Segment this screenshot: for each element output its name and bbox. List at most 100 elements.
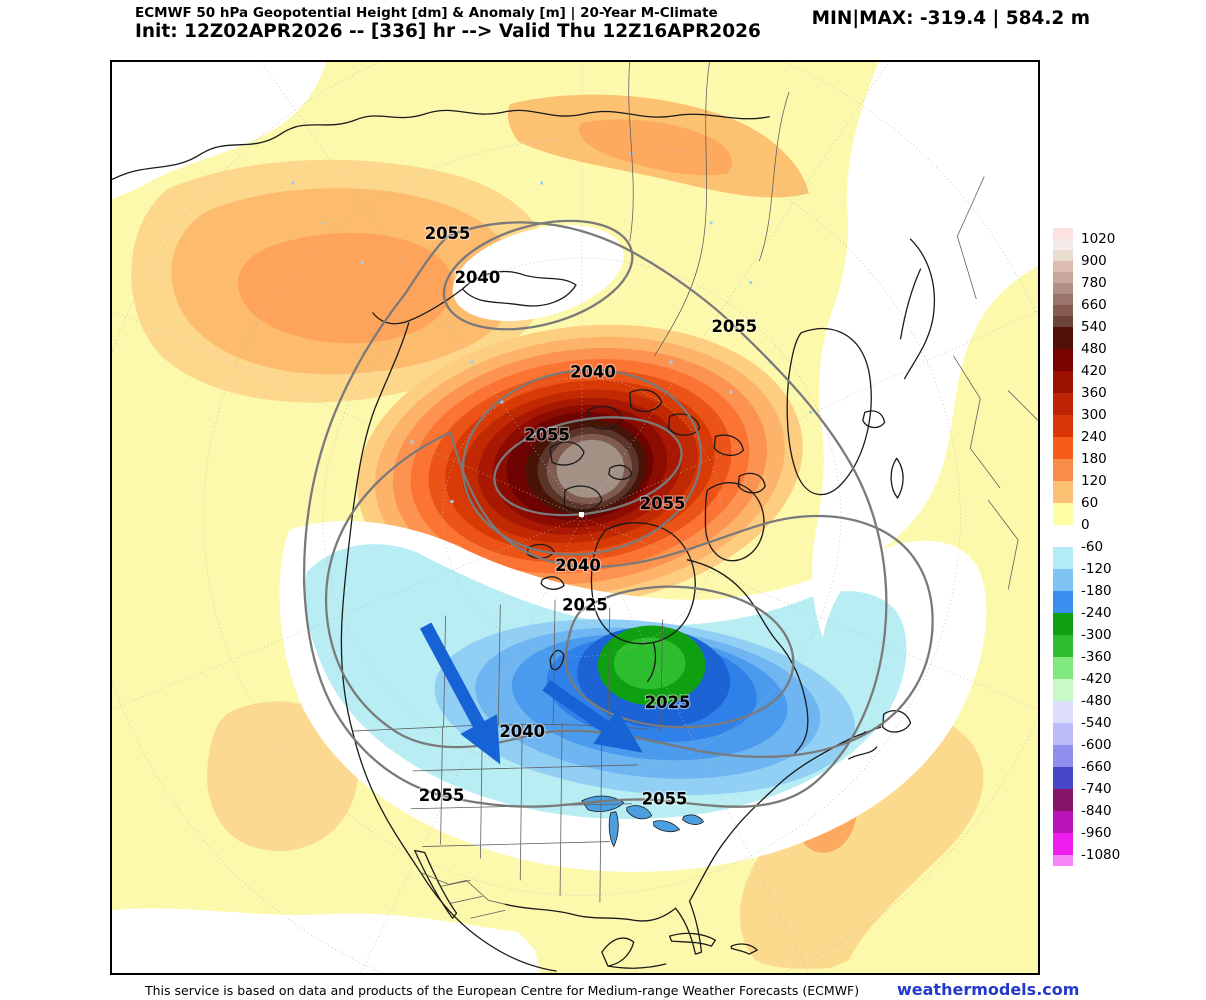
- colorbar-tick: 240: [1081, 429, 1107, 445]
- anomaly-map: 2055 2040 2055 2040 2055 2055 2040 2025 2025 2040…: [112, 62, 1038, 973]
- map-panel: 2055 2040 2055 2040 2055 2055 2040 2025 2025 2040…: [110, 60, 1040, 975]
- colorbar-segment: [1053, 833, 1073, 855]
- height-contours: [302, 219, 934, 808]
- colorbar-segment: [1053, 679, 1073, 701]
- coast-baffin: [704, 482, 765, 562]
- contour-label-2025: 2025: [562, 596, 608, 615]
- colorbar-tick: -740: [1081, 781, 1112, 797]
- contour-label-2040: 2040: [499, 722, 545, 741]
- coast-greenland: [786, 328, 872, 496]
- arrow-northwest: [419, 622, 501, 765]
- chart-subtitle-init-valid: Init: 12Z02APR2026 -- [336] hr --> Valid…: [135, 21, 761, 42]
- contour-label-2055: 2055: [642, 790, 688, 809]
- colorbar-segment: [1053, 503, 1073, 525]
- colorbar-tick: 480: [1081, 341, 1107, 357]
- contour-label-2040: 2040: [455, 268, 501, 287]
- colorbar-segment: [1053, 239, 1073, 250]
- coast-labrador: [686, 559, 809, 754]
- contour-label-2025: 2025: [645, 693, 691, 712]
- border-mexico: [420, 872, 506, 919]
- coast-east: [688, 726, 882, 902]
- colorbar-segment: [1053, 415, 1073, 437]
- coast-hudson-bay: [590, 522, 696, 682]
- colorbar-tick: -840: [1081, 803, 1112, 819]
- colorbar-segment: [1053, 767, 1073, 789]
- colorbar-segment: [1053, 316, 1073, 327]
- colorbar-segment: [1053, 723, 1073, 745]
- colorbar-tick: 0: [1081, 517, 1090, 533]
- colorbar-tick: -180: [1081, 583, 1112, 599]
- coast-russia: [112, 109, 770, 181]
- colorbar-segment: [1053, 635, 1073, 657]
- contour-label-2055: 2055: [524, 425, 570, 444]
- contour-2040-low: [324, 431, 934, 759]
- coast-alaska: [372, 270, 577, 325]
- colorbar-tick: -540: [1081, 715, 1112, 731]
- contour-2055-outer: [302, 221, 888, 808]
- colorbar-segment: [1053, 481, 1073, 503]
- coast-uk-iceland: [862, 410, 904, 499]
- contour-label-2040: 2040: [555, 556, 601, 575]
- colorbar-segment: [1053, 613, 1073, 635]
- colorbar-tick: -600: [1081, 737, 1112, 753]
- contour-2025-low: [564, 585, 795, 729]
- contour-label-2055: 2055: [640, 494, 686, 513]
- brand-link[interactable]: weathermodels.com: [897, 980, 1080, 999]
- coast-gulf: [504, 903, 677, 922]
- colorbar-tick: -420: [1081, 671, 1112, 687]
- colorbar-segment: [1053, 657, 1073, 679]
- colorbar-tick-labels: 1020 900 780 660 540 480 420 360 300 240 180 120 60 0…: [1081, 228, 1141, 868]
- colorbar-segment: [1053, 745, 1073, 767]
- colorbar-tick: -240: [1081, 605, 1112, 621]
- anomaly-colorbar: [1053, 228, 1073, 866]
- positive-anomaly-rings: [357, 324, 803, 608]
- coast-yucatan: [601, 937, 667, 969]
- pole-marker: [578, 512, 584, 518]
- colorbar-tick: 780: [1081, 275, 1107, 291]
- colorbar-segment: [1053, 250, 1073, 261]
- colorbar-tick: -120: [1081, 561, 1112, 577]
- colorbar-segment: [1053, 349, 1073, 371]
- contour-label-2055: 2055: [419, 786, 465, 805]
- colorbar-segment: [1053, 371, 1073, 393]
- colorbar-tick: 180: [1081, 451, 1107, 467]
- colorbar-segment: [1053, 525, 1073, 547]
- colorbar-segment: [1053, 569, 1073, 591]
- colorbar-tick: -480: [1081, 693, 1112, 709]
- coast-scandinavia: [899, 238, 936, 380]
- colorbar-tick: 300: [1081, 407, 1107, 423]
- contour-label-2055: 2055: [425, 224, 471, 243]
- colorbar-segment: [1053, 228, 1073, 239]
- colorbar-tick: 420: [1081, 363, 1107, 379]
- arrow-central: [542, 679, 643, 753]
- coast-florida: [674, 900, 703, 955]
- colorbar-segment: [1053, 789, 1073, 811]
- colorbar-segment: [1053, 701, 1073, 723]
- colorbar-tick: -660: [1081, 759, 1112, 775]
- coast-baja: [414, 849, 458, 919]
- colorbar-segment: [1053, 855, 1073, 866]
- colorbar-tick: -60: [1081, 539, 1104, 555]
- colorbar-tick: 540: [1081, 319, 1107, 335]
- near-zero-alaska: [452, 225, 624, 322]
- colorbar-tick: -960: [1081, 825, 1112, 841]
- colorbar-tick: 900: [1081, 253, 1107, 269]
- colorbar-segment: [1053, 305, 1073, 316]
- colorbar-tick: 120: [1081, 473, 1107, 489]
- colorbar-segment: [1053, 294, 1073, 305]
- colorbar-segment: [1053, 459, 1073, 481]
- colorbar-segment: [1053, 393, 1073, 415]
- colorbar-segment: [1053, 261, 1073, 272]
- colorbar-segment: [1053, 437, 1073, 459]
- colorbar-tick: -1080: [1081, 847, 1121, 863]
- contour-label-2040: 2040: [570, 363, 616, 382]
- colorbar-segment: [1053, 591, 1073, 613]
- chart-title: ECMWF 50 hPa Geopotential Height [dm] & …: [135, 5, 718, 21]
- contour-2040-alaska: [442, 219, 634, 331]
- colorbar-tick: 1020: [1081, 231, 1116, 247]
- colorbar-segment: [1053, 811, 1073, 833]
- trajectory-arrows: [419, 622, 643, 765]
- colorbar-segment: [1053, 283, 1073, 294]
- contour-labels: 2055 2040 2055 2040 2055 2055 2040 2025 2025 2040…: [417, 223, 758, 810]
